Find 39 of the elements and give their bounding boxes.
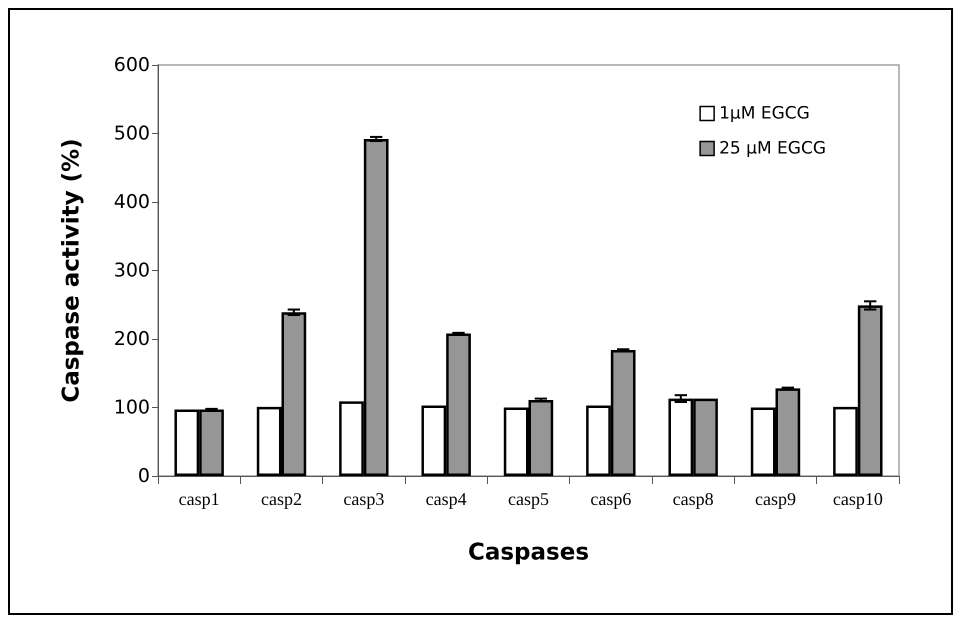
legend-label: 25 μM EGCG <box>719 138 826 158</box>
bar <box>776 388 800 476</box>
y-axis-title: Caspase activity (%) <box>58 138 84 403</box>
y-tick-label: 200 <box>114 328 150 350</box>
x-tick-label: casp8 <box>672 489 714 509</box>
bar <box>610 350 636 476</box>
x-axis-title: Caspases <box>468 540 590 566</box>
x-tick-label: casp2 <box>261 489 302 509</box>
bar <box>858 305 883 476</box>
bar <box>199 410 224 476</box>
y-tick-label: 400 <box>114 191 150 213</box>
y-tick-label: 300 <box>114 260 150 282</box>
bar <box>364 138 389 476</box>
y-tick-label: 0 <box>138 465 150 487</box>
bar <box>421 405 446 476</box>
legend-label: 1μM EGCG <box>719 104 810 124</box>
bar <box>446 334 471 476</box>
bar <box>339 401 364 476</box>
y-tick-label: 600 <box>114 54 150 76</box>
bar <box>586 405 611 476</box>
bar <box>256 406 282 476</box>
bar <box>693 398 718 476</box>
bar <box>750 408 776 476</box>
x-tick-label: casp5 <box>508 489 549 509</box>
bar <box>174 410 200 476</box>
y-tick-label: 100 <box>114 396 150 418</box>
x-tick-label: casp9 <box>755 489 796 509</box>
bar <box>282 312 306 476</box>
x-tick-label: casp10 <box>832 489 883 509</box>
y-tick-label: 500 <box>114 122 150 144</box>
x-tick-label: casp1 <box>178 489 220 509</box>
x-tick-label: casp3 <box>343 489 384 509</box>
bar <box>504 408 528 476</box>
x-tick-label: casp4 <box>426 489 467 509</box>
bar <box>528 400 554 476</box>
bar <box>668 398 694 476</box>
bar <box>833 406 858 476</box>
x-tick-label: casp6 <box>590 489 632 509</box>
frame-outline: Caspase activity (%) Caspases 0 100 200 300 400 500 600 casp1 casp2 casp3 casp4 casp5 casp6 casp8 casp9 casp10 1μM EGCG 25 μM EGCG <box>8 8 953 615</box>
